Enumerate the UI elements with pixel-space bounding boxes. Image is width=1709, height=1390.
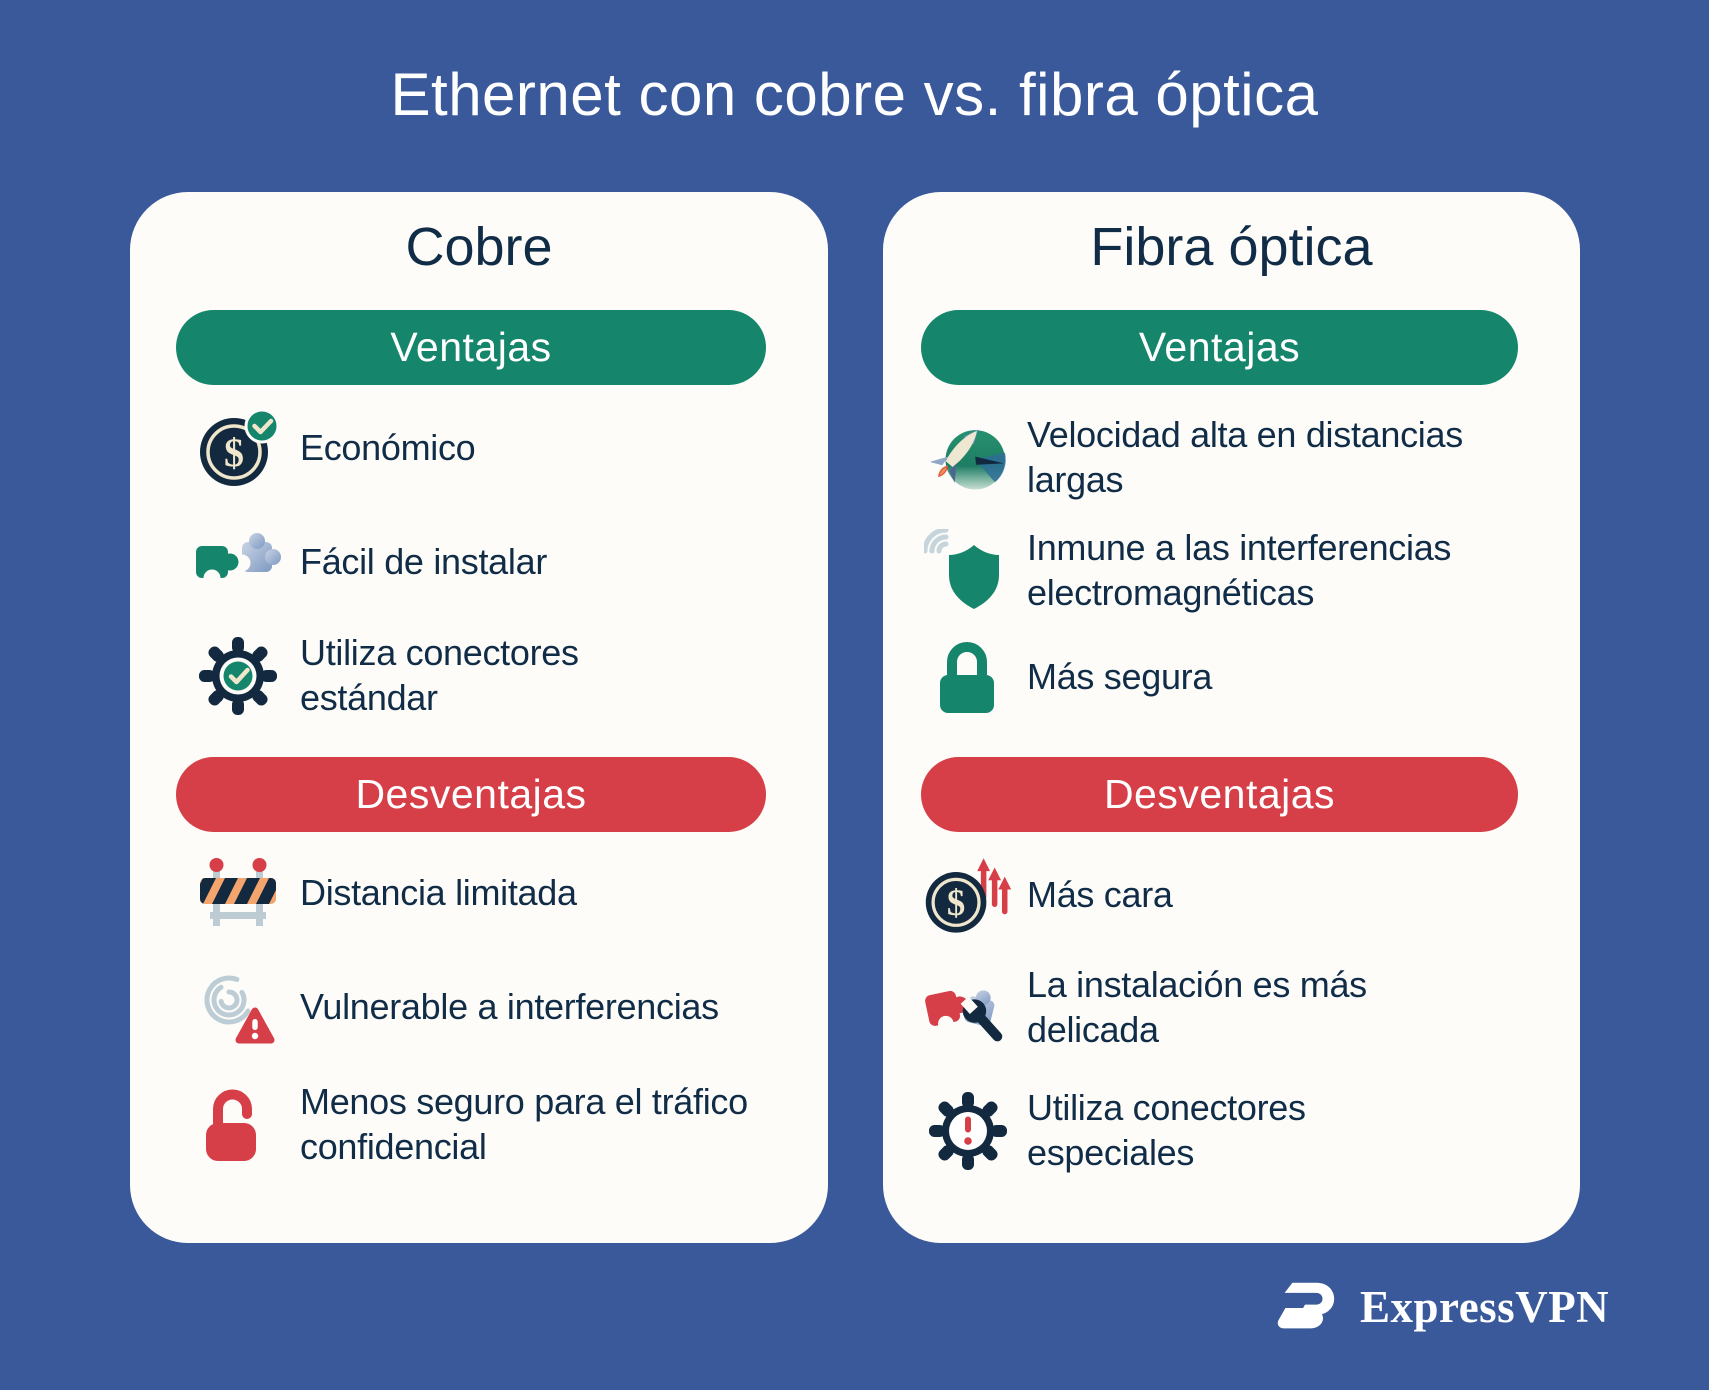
list-item: Vulnerable a interferencias (190, 953, 814, 1061)
list-item: Menos seguro para el tráfico confidencia… (190, 1071, 814, 1179)
speed-rocket-icon (929, 429, 1006, 490)
card-cobre: Cobre Ventajas $ Económico (130, 192, 828, 1243)
card-fibra-title: Fibra óptica (1090, 217, 1373, 277)
interference-warning-icon (204, 975, 275, 1044)
card-cobre-title: Cobre (405, 217, 553, 277)
ventajas-pill: Ventajas (921, 310, 1518, 385)
item-label: Fácil de instalar (300, 540, 548, 582)
item-label: Utiliza conectores estándar (300, 632, 579, 718)
gear-alert-icon (929, 1092, 1007, 1170)
ventajas-label: Ventajas (1138, 324, 1301, 370)
svg-text:$: $ (947, 882, 965, 923)
ventajas-label: Ventajas (390, 324, 552, 370)
item-label: Vulnerable a interferencias (300, 985, 719, 1027)
list-item: Distancia limitada (190, 839, 814, 947)
brand-name: ExpressVPN (1360, 1282, 1610, 1332)
list-item: Utiliza conectores especiales (923, 1077, 1570, 1185)
item-label: Inmune a las interferencias electromagné… (1027, 527, 1452, 613)
item-label: Utiliza conectores especiales (1027, 1087, 1306, 1173)
item-label: Más segura (1027, 655, 1213, 697)
item-label: La instalación es más delicada (1027, 964, 1367, 1050)
card-fibra-optica: Fibra óptica Ventajas (883, 192, 1580, 1243)
list-item: Fácil de instalar (190, 508, 814, 616)
page-title: Ethernet con cobre vs. fibra óptica (390, 61, 1319, 128)
list-item: Velocidad alta en distancias largas (923, 404, 1570, 512)
item-label: Económico (300, 426, 476, 468)
ventajas-pill: Ventajas (176, 310, 766, 385)
open-padlock-icon (206, 1089, 256, 1161)
brand-footer: ExpressVPN (1272, 1276, 1609, 1338)
svg-text:$: $ (224, 430, 244, 475)
barrier-icon (200, 858, 276, 926)
item-label: Distancia limitada (300, 871, 577, 913)
list-item: $ Económico (190, 394, 814, 502)
desventajas-label: Desventajas (355, 771, 587, 817)
coin-check-icon: $ (200, 408, 280, 486)
item-label: Velocidad alta en distancias largas (1027, 414, 1463, 500)
list-item: Más segura (923, 623, 1570, 731)
item-label: Más cara (1027, 873, 1173, 915)
desventajas-pill: Desventajas (176, 757, 766, 832)
padlock-icon (940, 642, 994, 713)
shield-interference-icon (924, 529, 999, 609)
list-item: $ Más cara (923, 841, 1570, 949)
price-up-icon: $ (925, 858, 1012, 933)
desventajas-pill: Desventajas (921, 757, 1518, 832)
list-item: Inmune a las interferencias electromagné… (923, 517, 1570, 625)
list-item: Utiliza conectores estándar (190, 622, 814, 730)
puzzle-wrench-icon (925, 990, 1003, 1042)
expressvpn-logo-icon (1277, 1282, 1335, 1329)
item-label: Menos seguro para el tráfico confidencia… (300, 1081, 748, 1167)
desventajas-label: Desventajas (1103, 771, 1336, 817)
puzzle-icon (196, 533, 281, 587)
list-item: La instalación es más delicada (923, 954, 1570, 1062)
gear-check-icon (199, 637, 277, 715)
